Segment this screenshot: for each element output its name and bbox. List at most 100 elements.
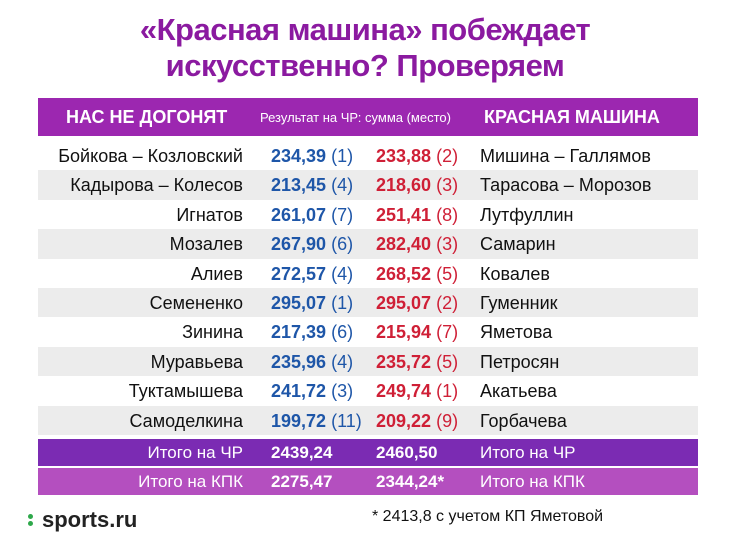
- red-place: (7): [436, 322, 459, 343]
- total-red-value: 2344,24*: [376, 472, 445, 491]
- red-score: 209,22 (9): [376, 411, 458, 432]
- logo-dots-icon: [28, 512, 38, 528]
- page-title: «Красная машина» побеждает искусственно?…: [0, 12, 730, 84]
- right-name: Петросян: [480, 351, 560, 372]
- red-score: 233,88 (2): [376, 146, 458, 167]
- table-row: Кадырова – Колесов 213,45 (4) 218,60 (3)…: [38, 170, 698, 200]
- red-score: 249,74 (1): [376, 381, 458, 402]
- red-score-value: 268,52: [376, 263, 432, 284]
- table-row: Алиев 272,57 (4) 268,52 (5) Ковалев: [38, 259, 698, 288]
- header-left: НАС НЕ ДОГОНЯТ: [66, 107, 228, 127]
- blue-place: (4): [331, 263, 354, 284]
- red-score: 235,72 (5): [376, 352, 458, 373]
- left-name: Туктамышева: [128, 381, 243, 402]
- blue-place: (7): [331, 204, 354, 225]
- red-place: (2): [436, 292, 459, 313]
- red-score: 218,60 (3): [376, 175, 458, 196]
- total-row-chr: Итого на ЧР 2439,24 2460,50 Итого на ЧР: [38, 439, 698, 466]
- blue-place: (1): [331, 292, 354, 313]
- blue-score-value: 234,39: [271, 146, 327, 166]
- red-place: (3): [436, 175, 459, 196]
- title-line-2: искусственно? Проверяем: [165, 48, 565, 83]
- blue-score-value: 241,72: [271, 381, 327, 402]
- blue-score: 217,39 (6): [271, 322, 353, 343]
- blue-place: (1): [331, 146, 354, 166]
- blue-place: (6): [331, 322, 354, 343]
- red-score-value: 249,74: [376, 381, 432, 402]
- left-name: Мозалев: [169, 234, 243, 255]
- blue-score: 234,39 (1): [271, 146, 353, 167]
- blue-score: 241,72 (3): [271, 381, 353, 402]
- red-score: 268,52 (5): [376, 264, 458, 285]
- blue-score-value: 235,96: [271, 351, 327, 372]
- red-place: (5): [436, 263, 459, 284]
- left-name: Кадырова – Колесов: [70, 175, 243, 196]
- comparison-table: Бойкова – Козловский 234,39 (1) 233,88 (…: [38, 141, 698, 435]
- right-name: Тарасова – Морозов: [480, 175, 652, 196]
- red-score-value: 235,72: [376, 351, 432, 372]
- right-name: Лутфуллин: [480, 204, 574, 225]
- red-score-value: 218,60: [376, 175, 432, 196]
- footnote: * 2413,8 с учетом КП Яметовой: [372, 508, 604, 525]
- table-row: Зинина 217,39 (6) 215,94 (7) Яметова: [38, 317, 698, 346]
- blue-score-value: 217,39: [271, 322, 327, 343]
- red-place: (8): [436, 204, 459, 225]
- blue-score-value: 199,72: [271, 410, 327, 431]
- left-name: Муравьева: [150, 351, 243, 372]
- blue-place: (11): [331, 410, 362, 431]
- total-blue-value: 2439,24: [271, 443, 333, 462]
- header-middle: Результат на ЧР: сумма (место): [260, 110, 451, 125]
- total-left-label: Итого на ЧР: [147, 443, 243, 462]
- total-left-label: Итого на КПК: [138, 472, 243, 491]
- blue-score-value: 213,45: [271, 175, 327, 196]
- blue-score: 213,45 (4): [271, 175, 353, 196]
- red-score: 215,94 (7): [376, 322, 458, 343]
- left-name: Бойкова – Козловский: [58, 146, 243, 166]
- red-score: 282,40 (3): [376, 234, 458, 255]
- left-name: Зинина: [182, 322, 243, 343]
- title-line-1: «Красная машина» побеждает: [139, 12, 591, 47]
- left-name: Игнатов: [176, 204, 243, 225]
- red-score-value: 282,40: [376, 234, 432, 255]
- blue-score: 261,07 (7): [271, 205, 353, 226]
- red-place: (9): [436, 410, 459, 431]
- left-name: Самоделкина: [129, 410, 243, 431]
- right-name: Самарин: [480, 234, 556, 255]
- right-name: Акатьева: [480, 381, 557, 402]
- left-name: Семененко: [149, 292, 243, 313]
- table-row: Мозалев 267,90 (6) 282,40 (3) Самарин: [38, 229, 698, 259]
- blue-score: 199,72 (11): [271, 411, 362, 432]
- blue-score: 267,90 (6): [271, 234, 353, 255]
- red-score-value: 233,88: [376, 146, 432, 166]
- left-name: Алиев: [190, 263, 243, 284]
- total-blue-value: 2275,47: [271, 472, 333, 491]
- red-place: (2): [436, 146, 459, 166]
- red-score: 295,07 (2): [376, 293, 458, 314]
- total-row-kpk: Итого на КПК 2275,47 2344,24* Итого на К…: [38, 468, 698, 495]
- total-right-label: Итого на ЧР: [480, 443, 576, 462]
- red-score-value: 209,22: [376, 410, 432, 431]
- blue-score: 295,07 (1): [271, 293, 353, 314]
- right-name: Ковалев: [480, 263, 550, 284]
- logo-text: sports.ru: [42, 507, 138, 532]
- right-name: Гуменник: [480, 292, 558, 313]
- blue-score: 272,57 (4): [271, 264, 353, 285]
- red-score-value: 295,07: [376, 292, 432, 313]
- red-score-value: 251,41: [376, 204, 432, 225]
- table-row: Туктамышева 241,72 (3) 249,74 (1) Акатье…: [38, 376, 698, 405]
- right-name: Горбачева: [480, 410, 567, 431]
- blue-score-value: 267,90: [271, 234, 327, 255]
- table-row: Самоделкина 199,72 (11) 209,22 (9) Горба…: [38, 405, 698, 435]
- header-right: КРАСНАЯ МАШИНА: [484, 107, 660, 127]
- table-row: Бойкова – Козловский 234,39 (1) 233,88 (…: [38, 141, 698, 170]
- blue-score-value: 272,57: [271, 263, 327, 284]
- sports-ru-logo: sports.ru: [28, 507, 137, 533]
- blue-score: 235,96 (4): [271, 352, 353, 373]
- blue-place: (3): [331, 381, 354, 402]
- red-score-value: 215,94: [376, 322, 432, 343]
- right-name: Мишина – Галлямов: [480, 146, 651, 166]
- total-right-label: Итого на КПК: [480, 472, 585, 491]
- total-red-value: 2460,50: [376, 443, 438, 462]
- table-header: НАС НЕ ДОГОНЯТ Результат на ЧР: сумма (м…: [38, 98, 698, 136]
- table-row: Семененко 295,07 (1) 295,07 (2) Гуменник: [38, 287, 698, 318]
